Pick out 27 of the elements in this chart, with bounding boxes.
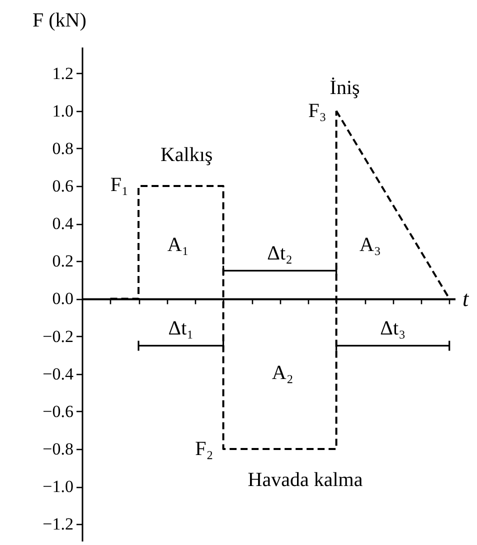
y-tick-label: 1.2 bbox=[52, 64, 74, 83]
annotation: F₁ bbox=[110, 174, 129, 196]
y-tick-label: 1.0 bbox=[52, 101, 74, 120]
annotation: F₂ bbox=[195, 438, 214, 460]
annotation: Kalkış bbox=[160, 144, 213, 166]
y-tick-label: 0.2 bbox=[52, 252, 74, 271]
y-tick-label: 0.8 bbox=[52, 138, 74, 158]
y-tick-label: 0.4 bbox=[52, 214, 74, 234]
annotation: Havada kalma bbox=[248, 469, 363, 491]
y-tick-label: −1.0 bbox=[42, 477, 74, 496]
y-tick-label: 0.6 bbox=[52, 176, 74, 196]
x-axis-title: t bbox=[462, 286, 470, 312]
annotation: Δt₂ bbox=[267, 242, 292, 265]
y-tick-label: −0.2 bbox=[42, 326, 74, 346]
y-tick-label: −0.4 bbox=[42, 364, 74, 384]
annotation: F₃ bbox=[308, 100, 326, 122]
y-tick-label: −0.6 bbox=[42, 402, 74, 421]
annotation: İniş bbox=[330, 77, 360, 99]
annotation: A₃ bbox=[360, 234, 381, 256]
annotation: A₁ bbox=[167, 234, 189, 256]
y-tick-label: −0.8 bbox=[42, 439, 74, 458]
y-tick-label: −1.2 bbox=[42, 514, 74, 534]
annotation: Δt₃ bbox=[380, 318, 406, 340]
annotation: Δt₁ bbox=[168, 318, 194, 340]
y-tick-label: 0.0 bbox=[52, 289, 74, 308]
y-axis-title: F (kN) bbox=[32, 10, 86, 32]
annotation: A₂ bbox=[272, 362, 294, 384]
